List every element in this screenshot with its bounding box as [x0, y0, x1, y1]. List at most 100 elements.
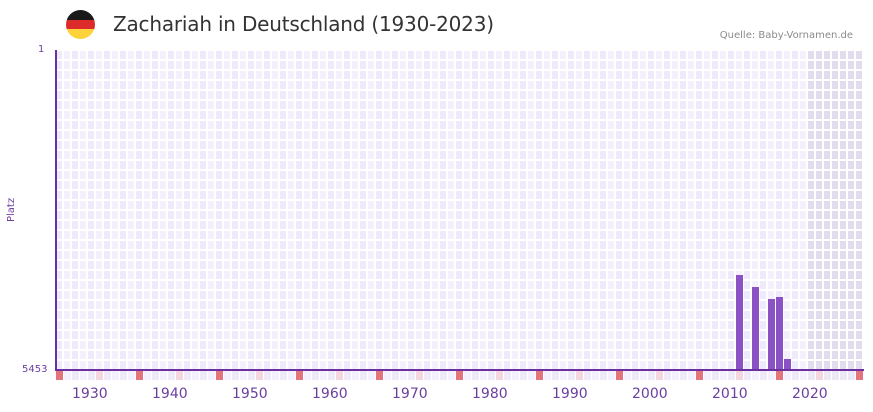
- grid-column: [832, 50, 840, 370]
- grid-column: [432, 50, 440, 370]
- grid-column: [688, 50, 696, 370]
- year-marker: [448, 371, 455, 380]
- year-marker: [576, 371, 583, 380]
- grid-column: [400, 50, 408, 370]
- bar-2017[interactable]: [768, 299, 775, 370]
- year-marker: [344, 371, 351, 380]
- year-marker: [856, 371, 863, 380]
- grid-column: [632, 50, 640, 370]
- year-marker: [728, 371, 735, 380]
- grid-column: [848, 50, 856, 370]
- x-tick-label: 2010: [712, 386, 748, 402]
- year-marker: [528, 371, 535, 380]
- grid-column: [856, 50, 864, 370]
- grid-column: [464, 50, 472, 370]
- grid-column: [192, 50, 200, 370]
- grid-column: [552, 50, 560, 370]
- year-marker: [280, 371, 287, 380]
- grid-column: [512, 50, 520, 370]
- year-marker: [400, 371, 407, 380]
- grid-column: [584, 50, 592, 370]
- grid-column: [376, 50, 384, 370]
- grid-column: [104, 50, 112, 370]
- year-marker: [592, 371, 599, 380]
- year-marker: [352, 371, 359, 380]
- y-axis-title: Platz: [6, 197, 17, 222]
- chart-title: Zachariah in Deutschland (1930-2023): [113, 12, 494, 36]
- plot-area: [56, 50, 864, 370]
- year-marker: [720, 371, 727, 380]
- year-marker: [752, 371, 759, 380]
- grid-column: [680, 50, 688, 370]
- year-marker: [384, 371, 391, 380]
- year-marker: [184, 371, 191, 380]
- grid-column: [80, 50, 88, 370]
- year-marker: [832, 371, 839, 380]
- year-marker: [392, 371, 399, 380]
- grid-column: [656, 50, 664, 370]
- source-link[interactable]: Quelle: Baby-Vornamen.de: [719, 30, 853, 41]
- grid-column: [88, 50, 96, 370]
- year-marker: [264, 371, 271, 380]
- grid-column: [616, 50, 624, 370]
- grid-column: [504, 50, 512, 370]
- grid-column: [248, 50, 256, 370]
- grid-column: [440, 50, 448, 370]
- grid-column: [672, 50, 680, 370]
- year-marker: [72, 371, 79, 380]
- year-markers: [56, 371, 864, 380]
- x-axis-line: [55, 369, 864, 371]
- year-marker: [640, 371, 647, 380]
- grid-column: [128, 50, 136, 370]
- year-marker: [176, 371, 183, 380]
- year-marker: [584, 371, 591, 380]
- grid-column: [536, 50, 544, 370]
- year-marker: [224, 371, 231, 380]
- grid-column: [528, 50, 536, 370]
- grid-column: [424, 50, 432, 370]
- grid-column: [456, 50, 464, 370]
- year-marker: [560, 371, 567, 380]
- x-tick-label: 1980: [472, 386, 508, 402]
- year-marker: [456, 371, 463, 380]
- year-marker: [768, 371, 775, 380]
- year-marker: [704, 371, 711, 380]
- year-marker: [240, 371, 247, 380]
- grid-column: [496, 50, 504, 370]
- grid-column: [144, 50, 152, 370]
- grid-column: [240, 50, 248, 370]
- year-marker: [304, 371, 311, 380]
- grid-column: [160, 50, 168, 370]
- grid-column: [360, 50, 368, 370]
- bar-2015[interactable]: [752, 287, 759, 370]
- year-marker: [600, 371, 607, 380]
- x-tick-label: 1950: [232, 386, 268, 402]
- year-marker: [552, 371, 559, 380]
- grid-column: [648, 50, 656, 370]
- grid-column: [824, 50, 832, 370]
- year-marker: [208, 371, 215, 380]
- grid-column: [416, 50, 424, 370]
- year-marker: [64, 371, 71, 380]
- grid-column: [264, 50, 272, 370]
- year-marker: [160, 371, 167, 380]
- grid-column: [136, 50, 144, 370]
- grid-column: [352, 50, 360, 370]
- bar-2019[interactable]: [784, 359, 791, 370]
- year-marker: [112, 371, 119, 380]
- y-axis-bottom-label: 5453: [22, 364, 48, 375]
- year-marker: [56, 371, 63, 380]
- y-axis-line: [55, 50, 57, 371]
- x-tick-label: 1930: [72, 386, 108, 402]
- year-marker: [328, 371, 335, 380]
- grid-column: [448, 50, 456, 370]
- bar-2018[interactable]: [776, 297, 783, 370]
- bar-2013[interactable]: [736, 275, 743, 370]
- year-marker: [776, 371, 783, 380]
- grid-column: [704, 50, 712, 370]
- year-marker: [120, 371, 127, 380]
- grid-column: [592, 50, 600, 370]
- year-marker: [408, 371, 415, 380]
- year-marker: [568, 371, 575, 380]
- grid-column: [472, 50, 480, 370]
